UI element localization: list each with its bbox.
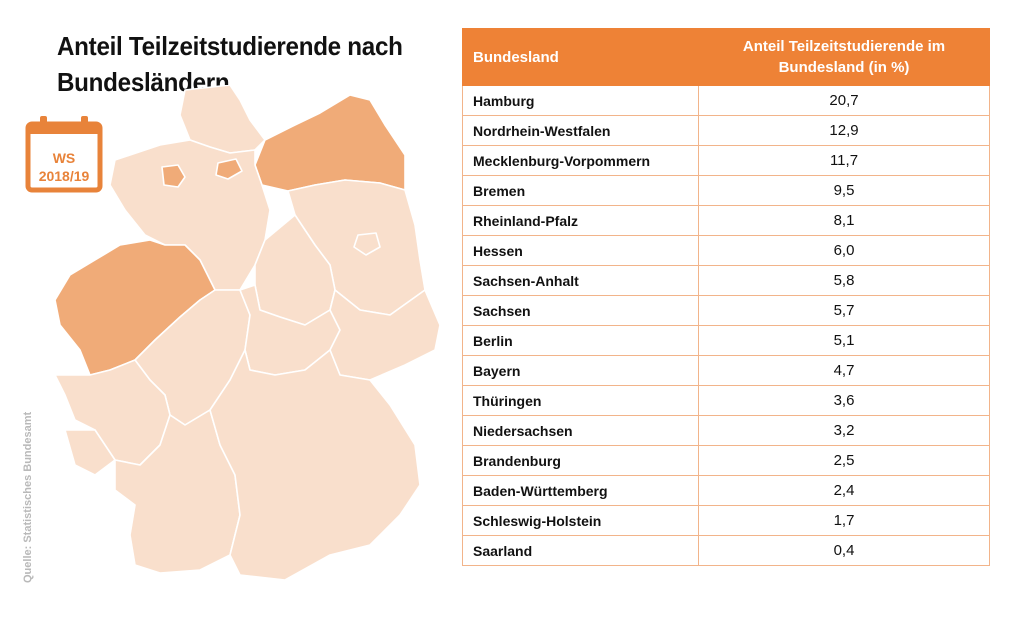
table-row: Bayern 4,7 [462, 355, 990, 386]
badge-year: 2018/19 [38, 168, 90, 184]
table-row: Bremen 9,5 [462, 175, 990, 206]
state-name: Berlin [462, 325, 699, 356]
state-value: 5,8 [698, 265, 990, 296]
state-name: Sachsen [462, 295, 699, 326]
state-name: Schleswig-Holstein [462, 505, 699, 536]
title-line-1: Anteil Teilzeitstudierende nach [57, 31, 403, 61]
state-value: 9,5 [698, 175, 990, 206]
data-table: Bundesland Anteil Teilzeitstudierende im… [462, 28, 990, 566]
state-value: 5,7 [698, 295, 990, 326]
state-value: 4,7 [698, 355, 990, 386]
state-name: Nordrhein-Westfalen [462, 115, 699, 146]
germany-map [54, 85, 441, 581]
page-title: Anteil Teilzeitstudierende nach Bundeslä… [57, 28, 429, 100]
state-value: 11,7 [698, 145, 990, 176]
state-name: Saarland [462, 535, 699, 566]
calendar-icon [25, 116, 103, 193]
state-bremen [161, 164, 186, 188]
state-name: Baden-Württemberg [462, 475, 699, 506]
table-header-row: Bundesland Anteil Teilzeitstudierende im… [462, 28, 990, 86]
state-saarland [64, 429, 116, 476]
state-berlin [353, 232, 381, 256]
state-name: Bremen [462, 175, 699, 206]
state-value: 12,9 [698, 115, 990, 146]
state-name: Hessen [462, 235, 699, 266]
table-row: Hamburg 20,7 [462, 85, 990, 116]
state-value: 5,1 [698, 325, 990, 356]
state-name: Mecklenburg-Vorpommern [462, 145, 699, 176]
state-name: Rheinland-Pfalz [462, 205, 699, 236]
state-hamburg [215, 158, 243, 180]
table-row: Rheinland-Pfalz 8,1 [462, 205, 990, 236]
source-label: Quelle: Statistisches Bundesamt [22, 411, 34, 583]
semester-badge: WS 2018/19 [25, 114, 103, 194]
state-name: Thüringen [462, 385, 699, 416]
state-value: 20,7 [698, 85, 990, 116]
header-anteil: Anteil Teilzeitstudierende im Bundesland… [698, 28, 990, 86]
header-bundesland: Bundesland [462, 28, 699, 86]
state-value: 2,4 [698, 475, 990, 506]
state-value: 3,2 [698, 415, 990, 446]
table-row: Mecklenburg-Vorpommern 11,7 [462, 145, 990, 176]
state-name: Sachsen-Anhalt [462, 265, 699, 296]
state-name: Hamburg [462, 85, 699, 116]
table-row: Nordrhein-Westfalen 12,9 [462, 115, 990, 146]
state-value: 8,1 [698, 205, 990, 236]
badge-term: WS [52, 150, 76, 166]
state-name: Brandenburg [462, 445, 699, 476]
state-bayern [209, 349, 421, 581]
state-value: 3,6 [698, 385, 990, 416]
table-row: Niedersachsen 3,2 [462, 415, 990, 446]
table-row: Schleswig-Holstein 1,7 [462, 505, 990, 536]
table-row: Brandenburg 2,5 [462, 445, 990, 476]
state-value: 6,0 [698, 235, 990, 266]
table-row: Sachsen 5,7 [462, 295, 990, 326]
state-value: 0,4 [698, 535, 990, 566]
table-row: Sachsen-Anhalt 5,8 [462, 265, 990, 296]
state-name: Niedersachsen [462, 415, 699, 446]
table-row: Baden-Württemberg 2,4 [462, 475, 990, 506]
state-value: 1,7 [698, 505, 990, 536]
state-value: 2,5 [698, 445, 990, 476]
table-row: Hessen 6,0 [462, 235, 990, 266]
state-mecklenburg-vorpommern [254, 94, 406, 192]
table-row: Thüringen 3,6 [462, 385, 990, 416]
state-name: Bayern [462, 355, 699, 386]
table-row: Saarland 0,4 [462, 535, 990, 566]
table-row: Berlin 5,1 [462, 325, 990, 356]
